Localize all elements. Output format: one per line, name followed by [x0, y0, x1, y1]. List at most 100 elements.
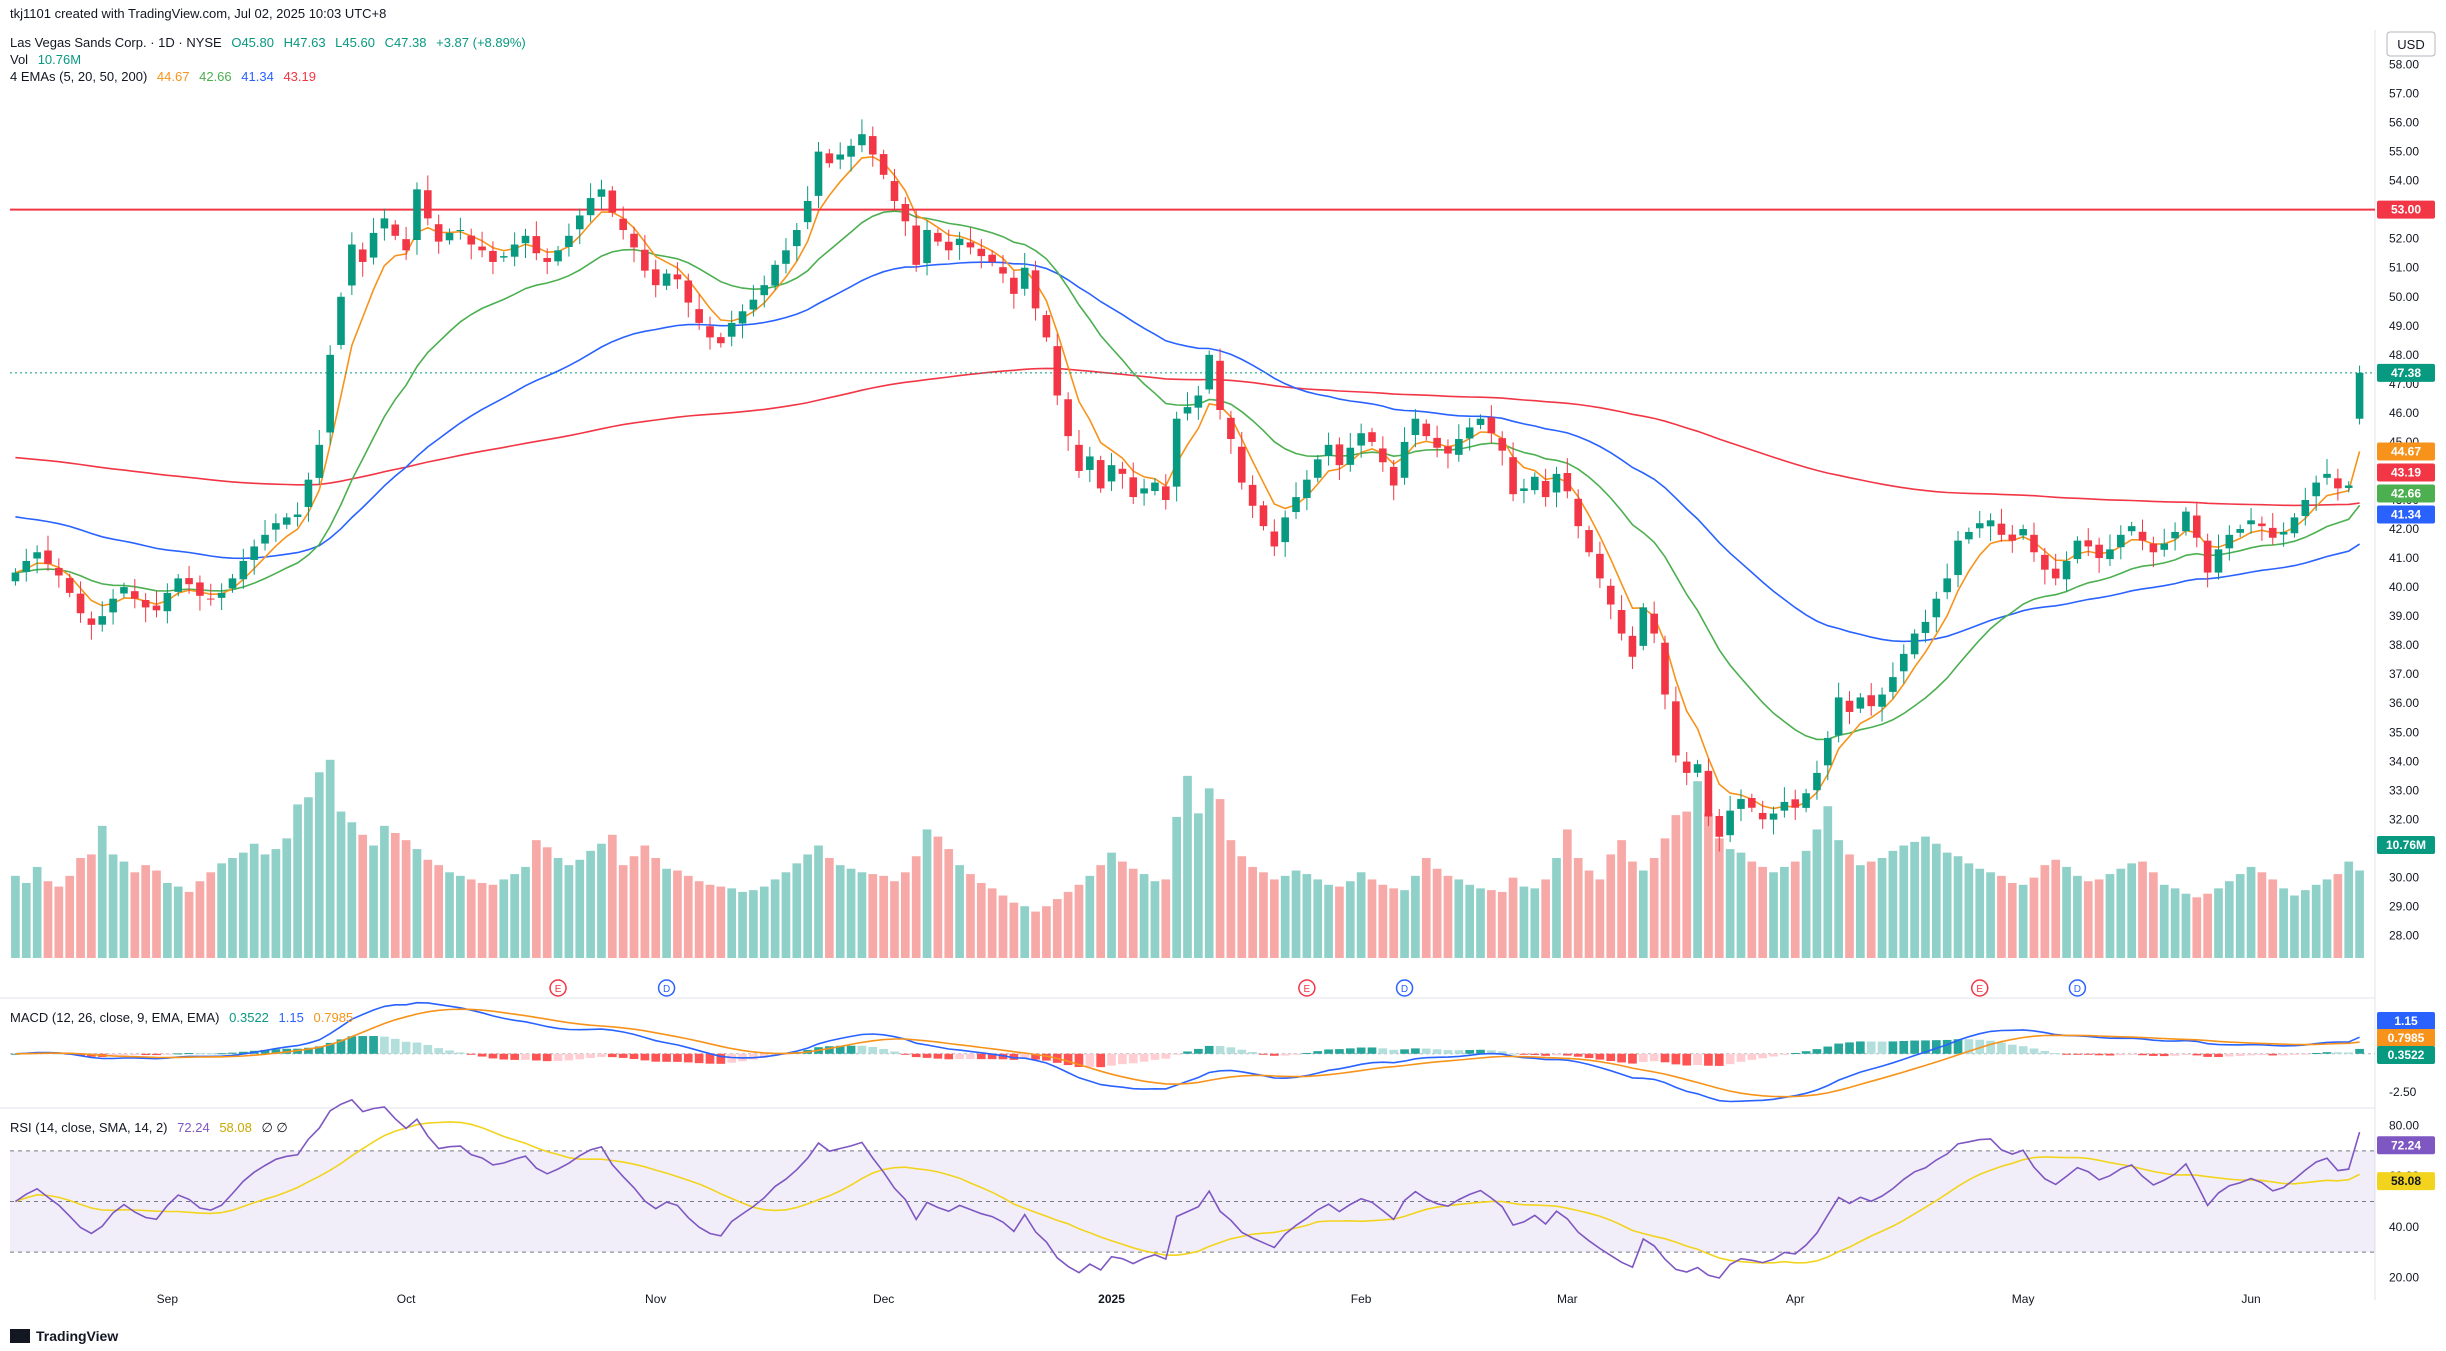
currency-label: USD — [2397, 37, 2424, 52]
volume-bar — [249, 843, 259, 958]
created-by-line: tkj1101 created with TradingView.com, Ju… — [10, 6, 392, 21]
price-tick-label: 50.00 — [2389, 290, 2419, 304]
macd-histogram-bar — [564, 1053, 574, 1061]
volume-bar — [1747, 861, 1757, 958]
macd-histogram-bar — [1172, 1053, 1181, 1055]
volume-bar — [336, 811, 346, 958]
volume-bar — [314, 772, 324, 958]
macd-histogram-bar — [2311, 1052, 2321, 1054]
tradingview-footer[interactable]: TradingView — [10, 1328, 118, 1344]
candle-body — [662, 273, 671, 286]
macd-histogram-bar — [955, 1053, 964, 1060]
candle-body — [966, 242, 975, 248]
symbol-name[interactable]: Las Vegas Sands Corp. · 1D · NYSE — [10, 35, 222, 50]
x-axis-label: Mar — [1557, 1292, 1578, 1306]
macd-histogram-bar — [152, 1053, 161, 1056]
volume-bar — [532, 840, 541, 958]
macd-histogram-bar — [260, 1049, 270, 1054]
price-tick-label: 58.00 — [2389, 58, 2419, 72]
volume-bar — [2246, 866, 2256, 958]
volume-bar — [835, 865, 845, 958]
macd-histogram-bar — [673, 1053, 682, 1062]
candle-body — [1400, 441, 1409, 478]
macd-histogram-bar — [683, 1053, 693, 1063]
volume-bar — [206, 872, 216, 958]
ema50-value: 41.34 — [241, 69, 274, 84]
candle-body — [1303, 479, 1311, 498]
macd-histogram-bar — [1497, 1051, 1507, 1054]
macd-histogram-bar — [1541, 1053, 1550, 1056]
ema-legend[interactable]: 4 EMAs (5, 20, 50, 200) 44.67 42.66 41.3… — [10, 69, 322, 84]
volume-bar — [1248, 866, 1257, 958]
macd-histogram-bar — [2062, 1053, 2071, 1055]
price-badge — [2377, 505, 2435, 524]
volume-bar — [65, 875, 75, 958]
candle-body — [413, 189, 421, 241]
macd-histogram-bar — [857, 1045, 867, 1054]
macd-badge-text: 0.7985 — [2388, 1031, 2425, 1045]
candle-body — [1324, 444, 1333, 457]
macd-histogram-bar — [1704, 1053, 1713, 1066]
macd-line-value: 1.15 — [278, 1010, 304, 1025]
volume-legend[interactable]: Vol 10.76M — [10, 52, 87, 67]
candle-body — [695, 309, 703, 323]
candle-body — [358, 249, 367, 262]
candle-body — [1737, 799, 1745, 809]
macd-histogram-bar — [1801, 1051, 1811, 1054]
candle-body — [120, 587, 128, 594]
volume-bar — [1888, 850, 1898, 958]
ema50-line — [15, 261, 2361, 643]
macd-histogram-bar — [2257, 1053, 2267, 1056]
candle-body — [1313, 459, 1322, 478]
volume-bar — [2105, 874, 2115, 958]
macd-histogram-bar — [1259, 1053, 1268, 1055]
event-marker — [2068, 979, 2087, 997]
candle-body — [2062, 560, 2071, 580]
x-axis-label: Dec — [873, 1292, 894, 1306]
macd-legend[interactable]: MACD (12, 26, close, 9, EMA, EMA) 0.3522… — [10, 1010, 359, 1025]
volume-bar — [1269, 879, 1279, 958]
macd-histogram-bar — [130, 1053, 140, 1056]
macd-histogram-bar — [1465, 1050, 1475, 1054]
ema20-value: 42.66 — [199, 69, 232, 84]
macd-histogram-bar — [488, 1053, 498, 1059]
candle-body — [109, 598, 117, 613]
volume-bar — [369, 845, 378, 958]
candle-body — [1064, 399, 1072, 437]
volume-bar — [1606, 854, 1616, 958]
macd-histogram-bar — [1313, 1051, 1323, 1054]
volume-bar — [607, 834, 617, 958]
candle-body — [955, 238, 964, 246]
candle-body — [1498, 438, 1507, 451]
volume-bar — [1215, 799, 1225, 958]
macd-histogram-bar — [1031, 1053, 1040, 1060]
macd-histogram-bar — [2333, 1052, 2343, 1054]
volume-bar — [575, 859, 585, 958]
rsi-legend[interactable]: RSI (14, close, SMA, 14, 2) 72.24 58.08 … — [10, 1120, 294, 1136]
volume-bar — [825, 858, 834, 958]
candle-body — [2290, 517, 2299, 534]
candle-body — [2236, 529, 2244, 533]
volume-bar — [271, 849, 281, 958]
candle-body — [1596, 553, 1604, 579]
candle-body — [304, 479, 313, 507]
candle-body — [2355, 372, 2364, 419]
macd-histogram-bar — [358, 1036, 368, 1054]
candle-body — [1455, 439, 1463, 455]
candle-body — [478, 246, 486, 251]
volume-bar — [727, 888, 737, 958]
price-tick-label: 56.00 — [2389, 116, 2419, 130]
rsi-badge — [2377, 1172, 2435, 1191]
macd-histogram-bar — [2105, 1053, 2115, 1056]
macd-histogram-bar — [1562, 1053, 1572, 1056]
volume-bar — [304, 797, 313, 958]
event-marker — [657, 979, 676, 997]
price-tick-label: 54.00 — [2389, 174, 2419, 188]
symbol-legend[interactable]: Las Vegas Sands Corp. · 1D · NYSE O45.80… — [10, 35, 532, 50]
candle-body — [2127, 526, 2136, 532]
ohlc-high: H47.63 — [283, 35, 326, 50]
candle-body — [858, 134, 866, 146]
candle-body — [33, 552, 41, 559]
resistance-badge — [2377, 200, 2435, 219]
